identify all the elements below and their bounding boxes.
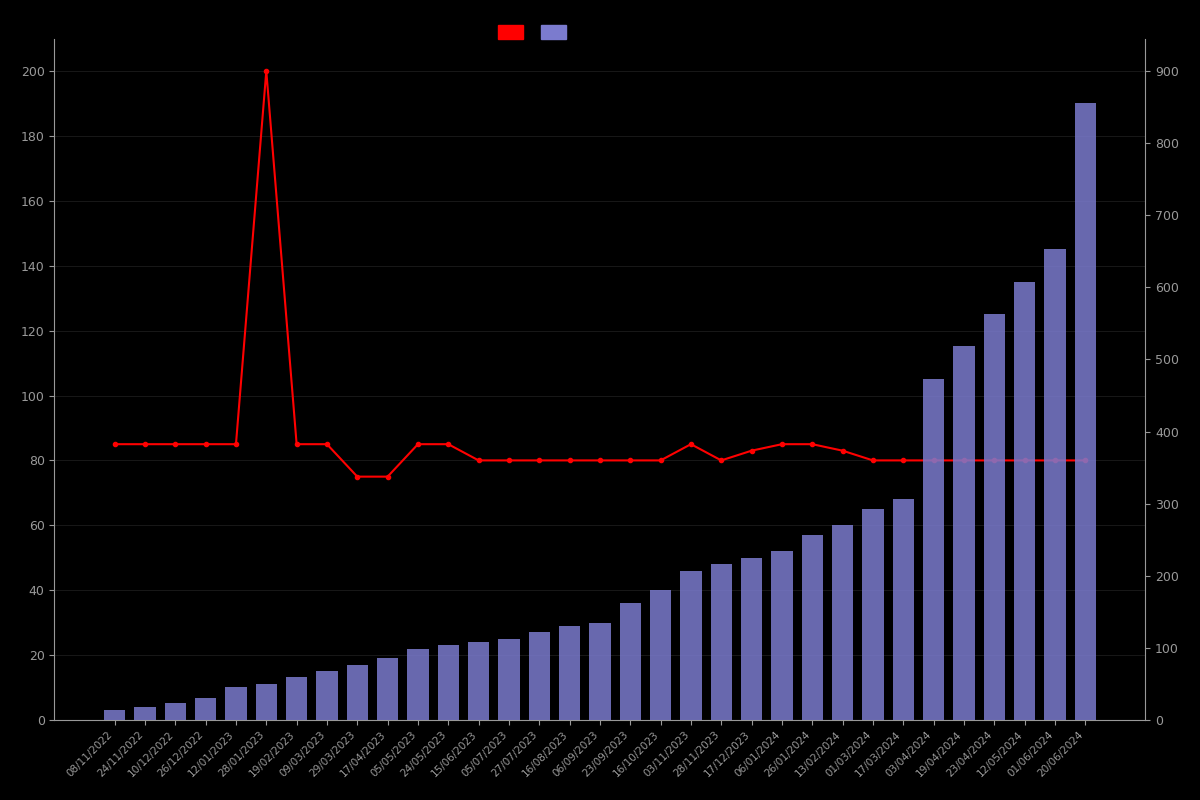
Bar [134,707,156,720]
Bar [377,658,398,720]
Bar [863,509,883,720]
Bar [286,678,307,720]
Bar [226,687,246,720]
Bar [710,564,732,720]
Bar [164,703,186,720]
Bar [589,622,611,720]
Bar [196,698,216,720]
Bar [317,671,337,720]
Bar [1044,249,1066,720]
Bar [256,684,277,720]
Bar [832,526,853,720]
Bar [1075,103,1096,720]
Bar [650,590,671,720]
Bar [438,645,458,720]
Bar [953,346,974,720]
Bar [802,534,823,720]
Bar [1014,282,1036,720]
Bar [619,603,641,720]
Bar [347,665,368,720]
Bar [923,379,944,720]
Bar [740,558,762,720]
Bar [772,551,792,720]
Bar [529,632,550,720]
Bar [468,642,490,720]
Legend: , : , [492,18,577,47]
Bar [498,638,520,720]
Bar [893,499,914,720]
Bar [104,710,125,720]
Bar [559,626,581,720]
Bar [407,649,428,720]
Bar [680,570,702,720]
Bar [984,314,1004,720]
